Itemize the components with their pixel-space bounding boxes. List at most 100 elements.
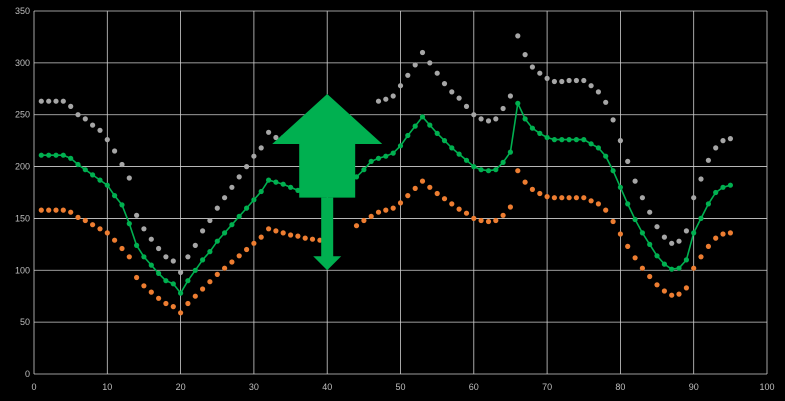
- data-point: [669, 292, 675, 298]
- data-point: [471, 112, 477, 118]
- data-point: [90, 222, 96, 228]
- up-arrow: [272, 93, 383, 198]
- data-point: [588, 198, 594, 204]
- data-point: [236, 253, 242, 259]
- data-point: [441, 138, 448, 144]
- data-point: [104, 137, 110, 143]
- data-point: [720, 184, 726, 190]
- x-axis-tick-labels: 0 10 20 30 40 50 60 70 80 90 100: [31, 382, 774, 392]
- data-point: [713, 235, 719, 241]
- data-point: [639, 230, 646, 236]
- data-point: [141, 254, 147, 260]
- data-point: [720, 138, 726, 144]
- data-point: [163, 278, 169, 284]
- data-point: [126, 175, 132, 181]
- x-tick-label: 90: [689, 382, 699, 392]
- data-point: [244, 246, 250, 253]
- y-tick-label: 300: [15, 58, 30, 68]
- data-point: [676, 291, 682, 297]
- series-1: [38, 33, 734, 275]
- data-point: [251, 153, 257, 159]
- series-line: [41, 100, 731, 295]
- data-point: [200, 228, 206, 234]
- data-point: [507, 93, 513, 99]
- data-point: [156, 245, 162, 252]
- data-point: [713, 145, 719, 151]
- y-tick-label: 200: [15, 162, 30, 172]
- x-tick-label: 10: [102, 382, 112, 392]
- data-point: [273, 179, 279, 185]
- data-point: [610, 168, 616, 174]
- data-point: [691, 265, 697, 271]
- data-point: [617, 184, 624, 190]
- data-point: [566, 195, 572, 201]
- data-point: [412, 185, 418, 191]
- data-point: [309, 236, 316, 242]
- y-tick-label: 50: [20, 317, 30, 327]
- data-point: [60, 152, 66, 158]
- data-point: [559, 137, 565, 143]
- x-tick-label: 40: [322, 382, 332, 392]
- data-point: [669, 266, 675, 272]
- data-point: [222, 195, 228, 201]
- data-point: [515, 33, 521, 39]
- data-point: [200, 286, 206, 292]
- data-point: [112, 237, 118, 243]
- data-point: [595, 201, 602, 207]
- data-point: [397, 143, 404, 149]
- data-point: [397, 200, 404, 206]
- data-point: [441, 196, 448, 202]
- data-point: [661, 261, 668, 267]
- data-point: [595, 89, 602, 95]
- data-point: [214, 205, 220, 211]
- data-point: [375, 209, 382, 215]
- data-point: [178, 310, 184, 316]
- data-point: [148, 262, 154, 268]
- data-point: [375, 98, 382, 104]
- data-point: [412, 123, 418, 129]
- data-point: [617, 231, 624, 237]
- data-point: [163, 254, 169, 260]
- data-point: [288, 232, 294, 238]
- data-point: [229, 184, 235, 190]
- data-point: [353, 223, 360, 229]
- data-point: [236, 213, 242, 219]
- data-point: [639, 265, 646, 271]
- data-point: [456, 95, 462, 101]
- data-point: [104, 182, 110, 188]
- data-point: [229, 222, 235, 228]
- data-point: [207, 279, 213, 285]
- data-point: [463, 157, 470, 163]
- data-point: [507, 149, 513, 155]
- data-point: [713, 189, 719, 196]
- data-point: [581, 77, 587, 84]
- data-point: [573, 77, 580, 84]
- data-point: [258, 145, 264, 151]
- data-point: [434, 70, 440, 76]
- data-point: [75, 161, 81, 168]
- data-point: [500, 212, 506, 218]
- data-point: [427, 122, 433, 128]
- x-tick-label: 60: [469, 382, 479, 392]
- data-point: [500, 105, 506, 112]
- data-point: [244, 164, 250, 170]
- data-point: [603, 99, 609, 105]
- data-point: [427, 184, 433, 190]
- data-point: [551, 78, 558, 85]
- data-point: [632, 255, 638, 261]
- data-point: [698, 254, 704, 260]
- data-point: [419, 114, 426, 120]
- data-point: [478, 217, 484, 224]
- data-point: [654, 224, 660, 230]
- data-point: [493, 116, 499, 122]
- data-point: [185, 254, 191, 260]
- data-point: [522, 179, 528, 185]
- data-point: [75, 214, 81, 220]
- data-point: [192, 242, 198, 248]
- data-point: [573, 195, 580, 201]
- data-point: [266, 129, 272, 135]
- data-point: [705, 201, 712, 207]
- data-point: [236, 174, 242, 180]
- data-point: [148, 289, 154, 295]
- data-point: [178, 269, 184, 275]
